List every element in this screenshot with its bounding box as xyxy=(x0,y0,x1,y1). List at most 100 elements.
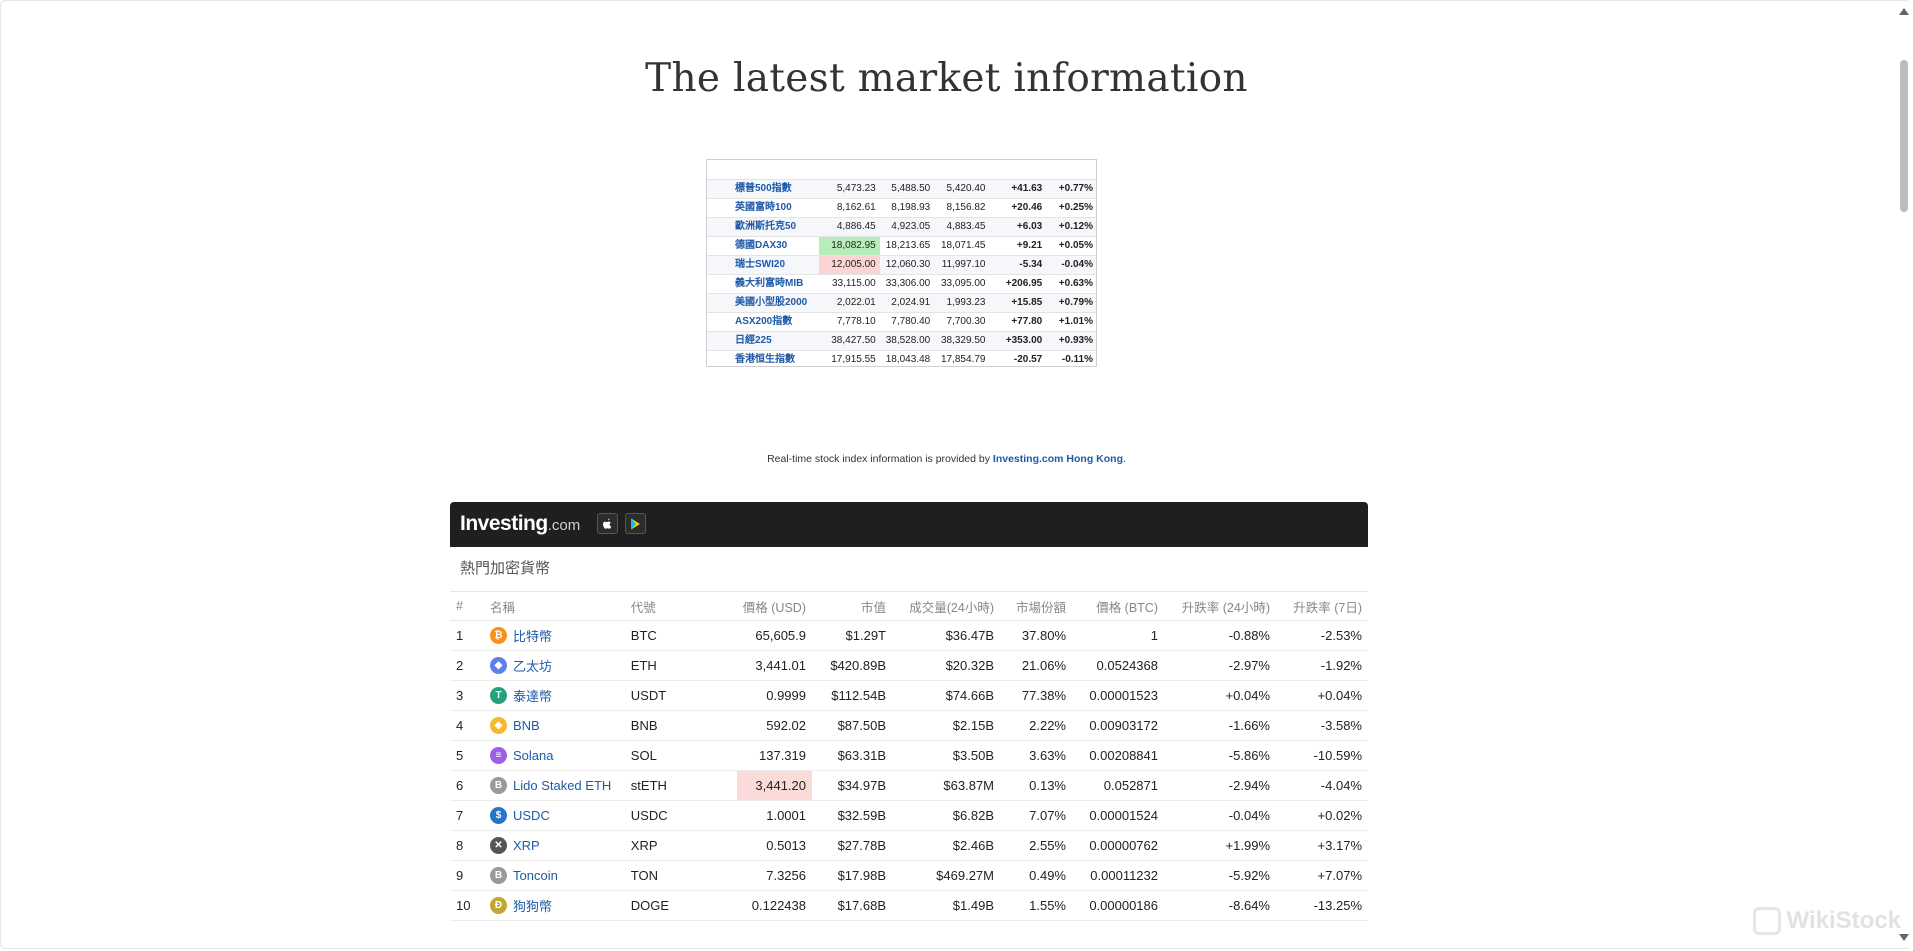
crypto-symbol: USDT xyxy=(624,680,737,711)
crypto-rank: 5 xyxy=(450,740,484,771)
index-name[interactable]: 標普500指數 xyxy=(707,179,819,199)
index-name[interactable]: 德國DAX30 xyxy=(707,236,819,256)
crypto-icon-cell: B xyxy=(484,860,507,891)
crypto-price-usd: 3,441.20 xyxy=(736,770,812,801)
crypto-name-link[interactable]: 比特幣 xyxy=(513,629,553,644)
crypto-volume: $2.46B xyxy=(892,830,1000,861)
header-change-7d[interactable]: 升跌率 (7日) xyxy=(1276,592,1368,621)
crypto-icon-cell: ₿ xyxy=(484,620,507,651)
index-change-pct: +0.05% xyxy=(1046,236,1096,256)
crypto-price-btc: 0.00208841 xyxy=(1072,740,1164,771)
crypto-row: 7 $ USDC USDC 1.0001 $32.59B $6.82B 7.07% 0.0000… xyxy=(450,800,1368,831)
crypto-change-24h: -5.92% xyxy=(1164,860,1276,891)
crypto-rank: 7 xyxy=(450,800,484,831)
crypto-name-link[interactable]: 狗狗幣 xyxy=(513,899,553,914)
crypto-name-link[interactable]: XRP xyxy=(513,838,540,853)
index-change: +15.85 xyxy=(989,293,1047,313)
play-store-icon[interactable] xyxy=(625,513,646,534)
index-last: 38,427.50 xyxy=(818,331,880,351)
crypto-rank: 2 xyxy=(450,650,484,681)
apple-icon[interactable] xyxy=(597,513,618,534)
crypto-name-cell: 乙太坊 xyxy=(507,650,625,681)
credit-text: Real-time stock index information is pro… xyxy=(767,453,993,465)
crypto-name-cell: USDC xyxy=(507,800,625,831)
toncoin-icon: B xyxy=(490,867,507,885)
index-name[interactable]: 英國富時100 xyxy=(707,198,819,218)
index-change: +9.21 xyxy=(989,236,1047,256)
crypto-change-24h: -0.88% xyxy=(1164,620,1276,651)
scroll-up-icon[interactable] xyxy=(1899,8,1909,15)
header-price-usd[interactable]: 價格 (USD) xyxy=(736,592,812,621)
crypto-price-usd: 137.319 xyxy=(736,740,812,771)
crypto-name-link[interactable]: Solana xyxy=(513,748,554,763)
stock-index-widget: 標普500指數 5,473.23 5,488.50 5,420.40 +41.63 +0.… xyxy=(706,159,1097,369)
index-change: +41.63 xyxy=(989,179,1047,199)
index-name[interactable]: 日經225 xyxy=(707,331,819,351)
crypto-name-cell: Lido Staked ETH xyxy=(507,770,625,801)
investing-logo[interactable]: Investing.com xyxy=(460,512,580,536)
scrollbar-thumb[interactable] xyxy=(1900,60,1908,212)
header-symbol[interactable]: 代號 xyxy=(624,592,737,621)
header-volume-24h[interactable]: 成交量(24小時) xyxy=(892,592,1000,621)
index-name[interactable]: 香港恒生指數 xyxy=(707,350,819,369)
crypto-icon-cell: ✕ xyxy=(484,830,507,861)
stock-index-table: 標普500指數 5,473.23 5,488.50 5,420.40 +41.63 +0.… xyxy=(707,179,1096,369)
header-market-cap[interactable]: 市值 xyxy=(812,592,892,621)
index-change: +20.46 xyxy=(989,198,1047,218)
crypto-rank: 1 xyxy=(450,620,484,651)
crypto-change-7d: -1.92% xyxy=(1276,650,1368,681)
index-row: 標普500指數 5,473.23 5,488.50 5,420.40 +41.63 +0.… xyxy=(707,179,1096,199)
crypto-volume: $63.87M xyxy=(892,770,1000,801)
crypto-price-usd: 7.3256 xyxy=(736,860,812,891)
index-name[interactable]: 瑞士SWI20 xyxy=(707,255,819,275)
crypto-name-link[interactable]: USDC xyxy=(513,808,550,823)
credit-link[interactable]: Investing.com Hong Kong xyxy=(992,453,1124,465)
crypto-price-usd: 592.02 xyxy=(736,710,812,741)
crypto-change-24h: -0.04% xyxy=(1164,800,1276,831)
crypto-price-btc: 0.00000762 xyxy=(1072,830,1164,861)
crypto-market-cap: $420.89B xyxy=(812,650,892,681)
crypto-name-link[interactable]: 泰達幣 xyxy=(513,689,553,704)
index-change-pct: +0.63% xyxy=(1046,274,1096,294)
crypto-change-24h: -2.97% xyxy=(1164,650,1276,681)
index-name[interactable]: 歐洲斯托克50 xyxy=(707,217,819,237)
index-change: +206.95 xyxy=(989,274,1047,294)
crypto-market-share: 7.07% xyxy=(1000,800,1072,831)
watermark-logo-icon xyxy=(1752,907,1781,935)
header-name[interactable]: 名稱 xyxy=(484,592,625,621)
vertical-scrollbar[interactable] xyxy=(1896,2,1911,947)
crypto-rank: 9 xyxy=(450,860,484,891)
tether-icon: T xyxy=(490,687,507,705)
crypto-name-link[interactable]: 乙太坊 xyxy=(513,659,553,674)
index-high: 8,198.93 xyxy=(879,198,935,218)
index-name[interactable]: ASX200指數 xyxy=(707,312,819,332)
header-change-24h[interactable]: 升跌率 (24小時) xyxy=(1164,592,1276,621)
index-low: 7,700.30 xyxy=(934,312,990,332)
scroll-down-icon[interactable] xyxy=(1899,934,1909,941)
crypto-change-7d: -3.58% xyxy=(1276,710,1368,741)
crypto-name-link[interactable]: BNB xyxy=(513,718,540,733)
index-row: 德國DAX30 18,082.95 18,213.65 18,071.45 +9.21 +… xyxy=(707,236,1096,256)
index-name[interactable]: 美國小型股2000 xyxy=(707,293,819,313)
crypto-symbol: USDC xyxy=(624,800,737,831)
logo-main: Investing xyxy=(460,512,548,535)
crypto-symbol: stETH xyxy=(624,770,737,801)
crypto-market-share: 0.13% xyxy=(1000,770,1072,801)
crypto-market-cap: $17.98B xyxy=(812,860,892,891)
crypto-change-24h: +0.04% xyxy=(1164,680,1276,711)
index-row: 美國小型股2000 2,022.01 2,024.91 1,993.23 +15.85 +… xyxy=(707,293,1096,313)
crypto-price-usd: 0.122438 xyxy=(736,890,812,921)
crypto-symbol: BNB xyxy=(624,710,737,741)
header-market-share[interactable]: 市場份額 xyxy=(1000,592,1072,621)
index-last: 2,022.01 xyxy=(818,293,880,313)
crypto-market-share: 21.06% xyxy=(1000,650,1072,681)
crypto-icon-cell: ◈ xyxy=(484,710,507,741)
index-high: 7,780.40 xyxy=(879,312,935,332)
index-name[interactable]: 義大利富時MIB xyxy=(707,274,819,294)
crypto-name-link[interactable]: Lido Staked ETH xyxy=(513,778,612,793)
header-rank[interactable]: # xyxy=(450,592,484,621)
header-price-btc[interactable]: 價格 (BTC) xyxy=(1072,592,1164,621)
index-row: 瑞士SWI20 12,005.00 12,060.30 11,997.10 -5.34-… xyxy=(707,255,1096,275)
crypto-volume: $36.47B xyxy=(892,620,1000,651)
crypto-name-link[interactable]: Toncoin xyxy=(513,868,558,883)
